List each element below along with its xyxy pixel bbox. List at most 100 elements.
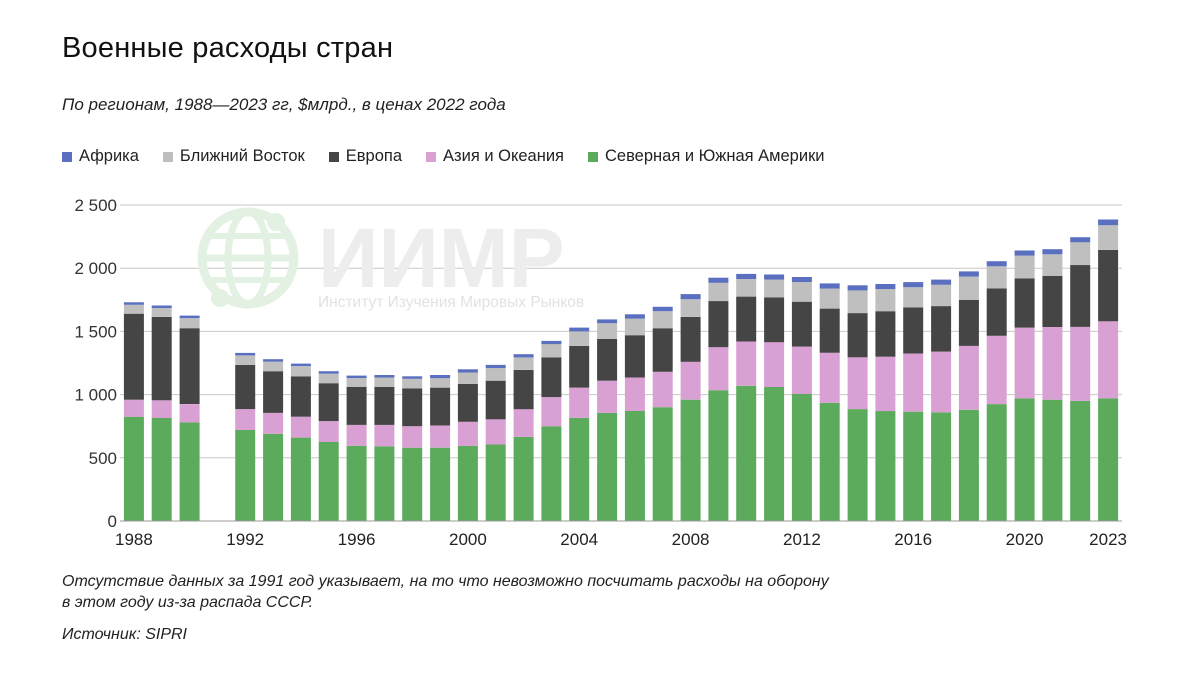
bar-segment (1098, 249, 1119, 322)
y-tick-label: 1 000 (74, 386, 117, 405)
bar-segment (346, 375, 367, 379)
bar-segment (624, 377, 645, 411)
legend-item-europe: Европа (328, 147, 402, 166)
x-tick-label: 2012 (783, 530, 821, 549)
chart-subtitle: По регионам, 1988—2023 гг, $млрд., в цен… (62, 95, 506, 114)
y-tick-label: 1 500 (74, 322, 117, 341)
bar-segment (263, 371, 284, 413)
bar-segment (430, 378, 451, 388)
bar-segment (123, 302, 144, 305)
legend-swatch (162, 151, 173, 162)
bar-segment (569, 345, 590, 388)
bar-segment (374, 387, 395, 425)
bar-segment (652, 311, 673, 329)
bar-segment (680, 294, 701, 300)
bar-segment (235, 430, 256, 521)
bar-segment (123, 399, 144, 417)
bar-segment (179, 328, 200, 404)
bar-segment (485, 364, 506, 369)
watermark: ИИМР Институт Изучения Мировых Рынков (197, 207, 584, 311)
legend-item-asia-oceania: Азия и Океания (426, 147, 564, 166)
bar-segment (151, 305, 172, 308)
bar-segment (346, 424, 367, 446)
bar-segment (151, 308, 172, 317)
bar-segment (597, 339, 618, 381)
bars (123, 219, 1119, 521)
bar-segment (764, 387, 785, 521)
bar-segment (151, 418, 172, 521)
bar-segment (875, 311, 896, 357)
bar-segment (958, 345, 979, 410)
bar-segment (318, 383, 339, 422)
bar-segment (541, 397, 562, 427)
bar-segment (569, 418, 590, 521)
x-tick-label: 2023 (1089, 530, 1127, 549)
bar-segment (402, 447, 423, 521)
bar-segment (346, 378, 367, 387)
x-tick-label: 2000 (449, 530, 487, 549)
bar-segment (569, 331, 590, 346)
legend-label: Ближний Восток (179, 147, 305, 165)
bar-segment (652, 306, 673, 312)
bar-segment (931, 279, 952, 285)
bar-segment (597, 319, 618, 324)
bar-segment (764, 279, 785, 298)
bar-segment (624, 411, 645, 521)
bar-segment (541, 340, 562, 345)
bar-segment (402, 378, 423, 389)
bar-segment (875, 289, 896, 312)
bar-segment (1098, 225, 1119, 250)
bar-segment (736, 385, 757, 521)
bar-segment (179, 318, 200, 329)
bar-segment (1014, 278, 1035, 328)
bar-segment (430, 447, 451, 521)
legend-swatch (62, 151, 72, 162)
bar-segment (708, 282, 729, 301)
bar-segment (847, 290, 868, 314)
bar-segment (374, 377, 395, 387)
bar-segment (123, 313, 144, 400)
bar-segment (402, 426, 423, 448)
bar-segment (151, 400, 172, 418)
bar-segment (847, 409, 868, 521)
bar-segment (290, 376, 311, 417)
legend-swatch (426, 151, 437, 162)
bar-segment (1042, 275, 1063, 327)
x-tick-label: 2020 (1006, 530, 1044, 549)
footnote-line-1: Отсутствие данных за 1991 год указывает,… (62, 573, 829, 590)
bar-segment (235, 355, 256, 365)
bar-segment (318, 421, 339, 442)
watermark-tagline: Институт Изучения Мировых Рынков (318, 294, 584, 311)
bar-segment (597, 380, 618, 413)
bar-segment (791, 394, 812, 521)
bar-segment (958, 271, 979, 277)
bar-segment (1098, 219, 1119, 226)
bar-segment (1042, 399, 1063, 521)
bar-segment (290, 366, 311, 377)
bar-segment (263, 359, 284, 362)
bar-segment (819, 352, 840, 403)
gridlines (120, 204, 1122, 459)
x-tick-label: 2008 (672, 530, 710, 549)
globe-logo-icon (197, 207, 299, 309)
bar-segment (1014, 255, 1035, 279)
bar-segment (986, 404, 1007, 521)
bar-segment (652, 407, 673, 521)
bar-segment (1098, 398, 1119, 521)
bar-segment (903, 411, 924, 521)
bar-segment (513, 357, 534, 370)
bar-segment (708, 277, 729, 283)
bar-segment (402, 388, 423, 427)
bar-segment (736, 273, 757, 279)
bar-segment (986, 266, 1007, 289)
bar-segment (430, 387, 451, 426)
bar-segment (485, 419, 506, 445)
bar-segment (597, 323, 618, 339)
bar-segment (652, 328, 673, 372)
bar-segment (986, 335, 1007, 405)
bar-segment (430, 425, 451, 448)
bar-segment (374, 446, 395, 521)
y-tick-label: 500 (89, 449, 117, 468)
